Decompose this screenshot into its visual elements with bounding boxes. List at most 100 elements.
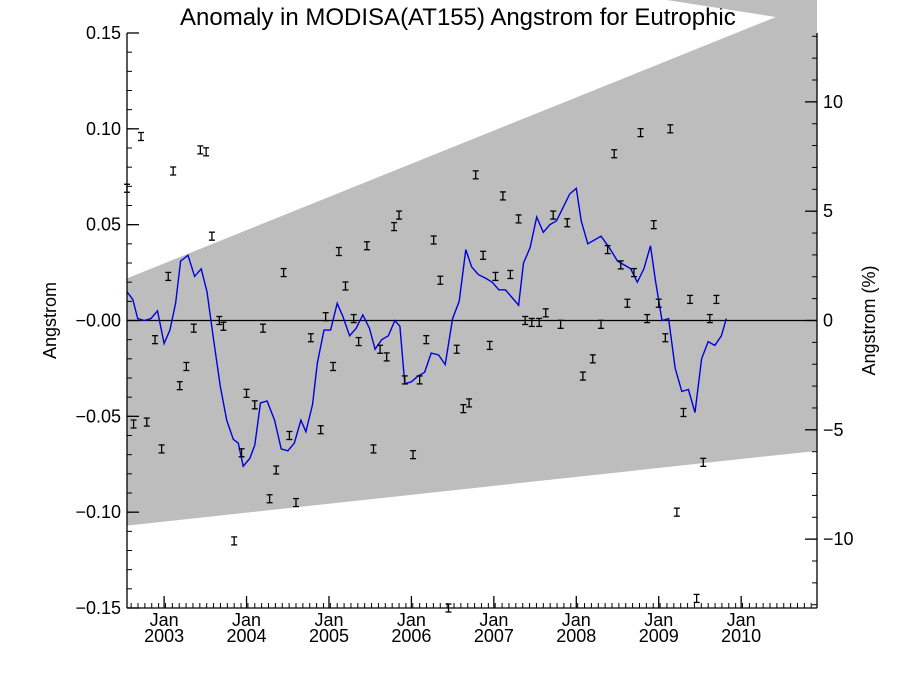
monthly-point: [383, 352, 390, 362]
x-tick-month-label: Jan: [727, 610, 756, 630]
x-tick-month-label: Jan: [644, 610, 673, 630]
monthly-point: [680, 407, 687, 418]
monthly-point: [416, 375, 423, 385]
monthly-point: [231, 536, 238, 546]
monthly-point: [350, 313, 357, 324]
x-tick-year-label: 2004: [227, 626, 267, 646]
monthly-point: [650, 220, 657, 230]
y-right-tick-label: −10: [823, 529, 854, 549]
monthly-point: [370, 444, 377, 454]
monthly-point: [266, 494, 273, 504]
axes-layer: −0.15 −0.10 −0.05 −0.00 0.05 0.10 0.15 −10 −5 0 5 1…: [75, 23, 853, 646]
monthly-point: [466, 398, 473, 408]
x-tick-year-label: 2005: [309, 626, 349, 646]
monthly-point: [170, 166, 177, 176]
monthly-point: [377, 344, 384, 354]
monthly-point: [251, 400, 258, 410]
monthly-point: [486, 340, 493, 351]
x-tick-month-label: Jan: [232, 610, 261, 630]
monthly-point: [528, 317, 535, 328]
monthly-point: [655, 298, 662, 308]
monthly-point: [624, 298, 631, 308]
monthly-point: [713, 294, 720, 305]
monthly-point: [396, 210, 403, 220]
y-tick-label: 0.10: [86, 119, 121, 139]
monthly-point: [673, 507, 680, 517]
monthly-point: [152, 335, 159, 345]
x-tick-year-label: 2006: [391, 626, 431, 646]
monthly-points-layer: [124, 124, 720, 613]
x-tick-month-label: Jan: [479, 610, 508, 630]
monthly-point: [138, 131, 145, 142]
monthly-point: [286, 430, 293, 441]
monthly-point: [453, 344, 460, 354]
monthly-point: [197, 145, 204, 155]
monthly-point: [307, 333, 314, 343]
monthly-point: [472, 170, 479, 180]
monthly-point: [564, 218, 571, 228]
monthly-point: [317, 425, 324, 435]
x-tick-month-label: Jan: [397, 610, 426, 630]
monthly-point: [430, 235, 437, 245]
uncertainty-band: [127, 0, 817, 526]
monthly-point: [437, 275, 444, 285]
y-right-tick-label: −5: [823, 420, 844, 440]
monthly-point: [617, 260, 624, 270]
monthly-point: [687, 294, 694, 305]
monthly-point: [216, 315, 223, 326]
monthly-point: [644, 313, 651, 324]
monthly-point: [176, 381, 183, 391]
monthly-point: [542, 308, 549, 318]
y-tick-label: 0.05: [86, 215, 121, 235]
monthly-point: [243, 388, 250, 398]
y-right-tick-label: 10: [823, 92, 843, 112]
monthly-point: [706, 313, 713, 324]
monthly-point: [208, 231, 215, 241]
monthly-point: [550, 210, 557, 220]
uncertainty-band-layer: [127, 0, 817, 526]
monthly-point: [183, 361, 190, 372]
y-tick-label: 0.15: [86, 23, 121, 43]
monthly-point: [238, 448, 245, 458]
monthly-point: [579, 371, 586, 381]
x-tick-month-label: Jan: [562, 610, 591, 630]
y-tick-label: −0.00: [75, 311, 121, 331]
monthly-point: [536, 317, 543, 328]
y-axis-label-right: Angstrom (%): [859, 265, 879, 375]
monthly-point: [158, 444, 165, 454]
monthly-point: [480, 250, 487, 260]
monthly-point: [130, 419, 137, 429]
monthly-point: [507, 269, 514, 280]
monthly-point: [292, 497, 299, 508]
monthly-point: [693, 593, 700, 604]
monthly-point: [363, 241, 370, 251]
monthly-point: [143, 417, 150, 427]
monthly-point: [273, 465, 280, 475]
monthly-point: [589, 354, 596, 364]
monthly-point: [667, 124, 674, 134]
monthly-point: [492, 271, 499, 282]
monthly-point: [190, 323, 197, 333]
monthly-point: [515, 214, 522, 224]
monthly-point: [557, 319, 564, 329]
x-tick-month-label: Jan: [314, 610, 343, 630]
monthly-point: [342, 281, 349, 291]
monthly-point: [203, 147, 210, 157]
monthly-point: [637, 128, 644, 138]
monthly-point: [322, 312, 329, 322]
monthly-point: [662, 333, 669, 343]
monthly-point: [611, 149, 618, 159]
x-tick-month-label: Jan: [150, 610, 179, 630]
monthly-point: [630, 267, 637, 278]
monthly-point: [410, 450, 417, 460]
x-tick-year-label: 2008: [556, 626, 596, 646]
monthly-point: [280, 267, 287, 278]
y-right-tick-label: 0: [823, 311, 833, 331]
monthly-point: [335, 246, 342, 257]
monthly-point: [700, 457, 707, 467]
monthly-point: [604, 244, 611, 255]
x-tick-year-label: 2010: [721, 626, 761, 646]
monthly-point: [165, 271, 172, 282]
monthly-point: [423, 335, 430, 345]
